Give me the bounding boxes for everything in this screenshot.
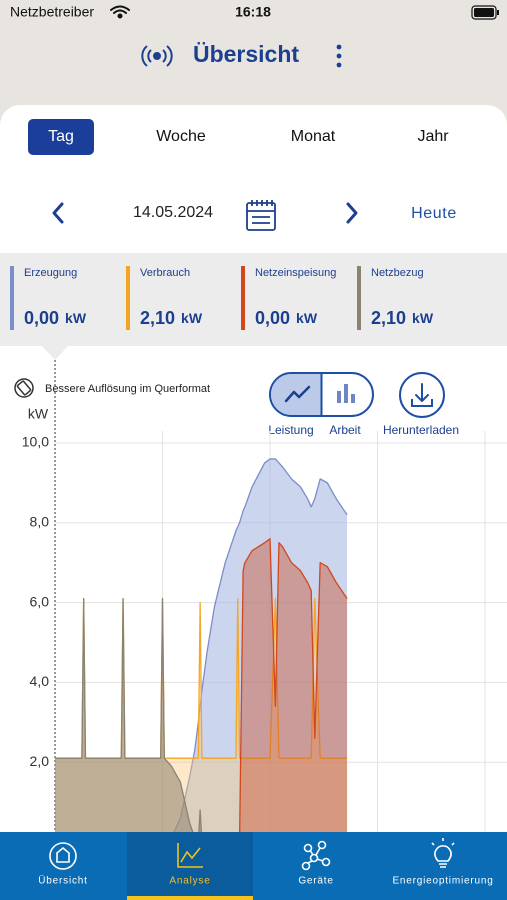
- tab[interactable]: Jahr: [417, 128, 449, 145]
- landscape-hint: Bessere Auflösung im Querformat: [45, 383, 210, 395]
- view-toggle: Leistung Arbeit Herunterladen: [268, 372, 459, 437]
- page-title: Übersicht: [193, 41, 299, 67]
- metric-number: 2,10: [140, 308, 175, 328]
- legend-swatch: [126, 266, 130, 330]
- nav-icon[interactable]: [301, 840, 331, 871]
- metric-value: 0,00 kW: [255, 308, 318, 328]
- pointer: [42, 346, 68, 360]
- chart: kW 2,0 4,0 6,0 8,0 10,0: [22, 360, 507, 843]
- area-fill: [55, 538, 348, 842]
- legend-label: Netzbezug: [371, 267, 424, 279]
- toggle-label[interactable]: Arbeit: [329, 423, 361, 437]
- y-tick-label: 8,0: [30, 513, 50, 529]
- period-tabs: Tag Woche Monat Jahr: [28, 119, 449, 155]
- icon-part: [307, 847, 324, 864]
- icon-part: [309, 853, 319, 863]
- nav-label[interactable]: Energieoptimierung: [392, 876, 493, 887]
- legend-swatch: [241, 266, 245, 330]
- metric-value: 2,10 kW: [371, 308, 434, 328]
- battery-icon: [471, 5, 499, 20]
- metric-unit: kW: [65, 310, 87, 326]
- metric-number: 2,10: [371, 308, 406, 328]
- metric-number: 0,00: [24, 308, 59, 328]
- line-icon: [284, 385, 311, 403]
- metric-unit: kW: [296, 310, 318, 326]
- today-button[interactable]: Heute: [411, 205, 457, 222]
- next-day[interactable]: [346, 202, 358, 224]
- tab[interactable]: Woche: [156, 128, 206, 145]
- metric-number: 0,00: [255, 308, 290, 328]
- icon-part: [301, 861, 311, 871]
- wifi-icon: [110, 5, 130, 19]
- prev-day[interactable]: [52, 202, 64, 224]
- nav-icon[interactable]: [49, 842, 77, 870]
- tab[interactable]: Tag: [48, 128, 74, 145]
- radio-icon[interactable]: [141, 45, 173, 67]
- nav-icon[interactable]: [177, 843, 203, 868]
- metric-value: 0,00 kW: [24, 308, 87, 328]
- area-fill: [55, 598, 348, 842]
- y-axis-label: kW: [28, 406, 49, 422]
- nav-label[interactable]: Analyse: [169, 876, 210, 887]
- icon-part: [180, 847, 201, 863]
- metric-unit: kW: [181, 310, 203, 326]
- icon-part: [49, 842, 77, 870]
- bottom-nav: Übersicht Analyse Geräte Energieoptimierung: [0, 832, 507, 900]
- rotate-icon: [14, 378, 34, 398]
- nav-active-bg: [127, 832, 253, 900]
- y-tick-label: 4,0: [30, 673, 50, 689]
- metrics: Erzeugung 0,00 kW Verbrauch 2,10 kW Netzeinspe…: [10, 266, 434, 330]
- nav-label[interactable]: Übersicht: [38, 875, 87, 887]
- y-tick-label: 2,0: [30, 753, 50, 769]
- icon-part: [303, 843, 313, 853]
- icon-part: [177, 843, 203, 868]
- legend-label: Erzeugung: [24, 267, 77, 279]
- nav-label[interactable]: Geräte: [298, 876, 333, 887]
- more-menu[interactable]: [336, 44, 342, 68]
- legend-swatch: [357, 266, 361, 330]
- tab-active-bg[interactable]: [28, 119, 94, 155]
- area-fill: [55, 458, 348, 842]
- calendar-icon[interactable]: [246, 200, 276, 231]
- y-tick-label: 6,0: [30, 593, 50, 609]
- nav-active-bar: [127, 896, 253, 900]
- date: 14.05.2024: [133, 204, 213, 221]
- bar-icon[interactable]: [337, 384, 355, 403]
- tab[interactable]: Monat: [291, 128, 336, 145]
- carrier: Netzbetreiber: [10, 4, 94, 20]
- metric-value: 2,10 kW: [140, 308, 203, 328]
- download-label[interactable]: Herunterladen: [383, 423, 459, 437]
- icon-part: [321, 857, 331, 867]
- nav-icon[interactable]: [431, 838, 455, 868]
- icon-part: [317, 840, 327, 850]
- download-icon[interactable]: [399, 372, 445, 418]
- clock: 16:18: [235, 4, 271, 20]
- nav-bg: [0, 832, 507, 900]
- icon-part: [431, 838, 455, 868]
- metric-unit: kW: [412, 310, 434, 326]
- icon-part: [56, 846, 70, 863]
- legend-label: Verbrauch: [140, 267, 190, 279]
- y-tick-label: 10,0: [22, 434, 49, 450]
- icon-part: [434, 845, 452, 862]
- legend-swatch: [10, 266, 14, 330]
- toggle-label[interactable]: Leistung: [268, 423, 313, 437]
- metrics-strip: [0, 253, 507, 346]
- legend-label: Netzeinspeisung: [255, 267, 336, 279]
